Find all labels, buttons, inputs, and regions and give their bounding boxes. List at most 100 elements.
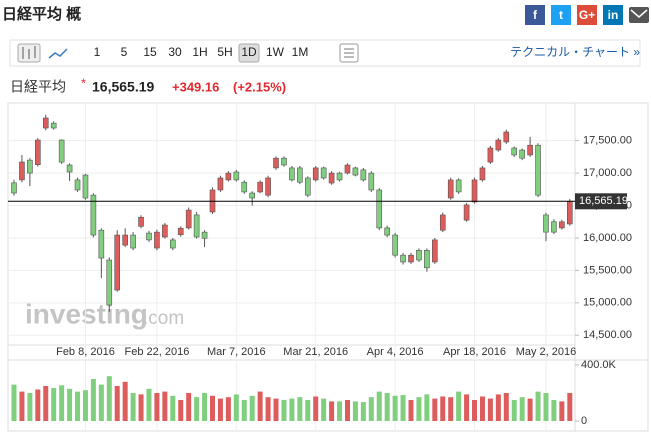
volume-tick-label: 400.0K [581, 359, 617, 371]
volume-bar [114, 386, 120, 421]
candle-body [566, 201, 573, 225]
share-button[interactable] [525, 5, 545, 25]
volume-bar [551, 400, 557, 421]
candle-body [392, 234, 398, 256]
candle-body [368, 172, 375, 191]
candle-body [193, 214, 200, 238]
volume-bar [487, 398, 493, 421]
volume-bar [337, 401, 343, 421]
volume-bar [329, 401, 335, 421]
candle-body [241, 181, 248, 193]
volume-bar [43, 386, 49, 421]
candle-body [122, 234, 128, 246]
technical-chart-link[interactable]: テクニカル・チャート » [510, 45, 640, 59]
interval-button[interactable]: 30 [168, 45, 182, 59]
candle-body [551, 221, 557, 233]
volume-bar [138, 394, 144, 421]
volume-bar [424, 394, 430, 421]
volume-bar [448, 397, 454, 421]
volume-bar [241, 400, 247, 421]
candle-body [11, 182, 17, 194]
interval-button[interactable]: 1 [94, 45, 101, 59]
share-button[interactable] [551, 5, 571, 25]
volume-bar [59, 385, 65, 421]
share-button[interactable] [577, 5, 597, 25]
candle-body [384, 227, 390, 236]
quote-change: +349.16 [172, 79, 219, 94]
candle-body [511, 147, 518, 156]
volume-bar [11, 384, 17, 421]
volume-bar [130, 393, 136, 421]
candle-body [487, 147, 494, 163]
share-icon-text: in [608, 8, 619, 22]
volume-bar [106, 376, 112, 421]
quote-name: 日経平均 [10, 79, 66, 95]
volume-bar [90, 379, 96, 421]
last-price-tag [575, 193, 627, 210]
x-tick-label: Mar 21, 2016 [283, 346, 348, 358]
volume-bar [210, 395, 215, 421]
candle-body [360, 169, 367, 181]
volume-bar [154, 393, 160, 421]
volume-bar [98, 384, 104, 421]
volume-bar [527, 398, 533, 421]
volume-bar [408, 400, 414, 421]
y-tick-label: 15,000.00 [583, 297, 632, 309]
candle-body [170, 239, 176, 249]
candle-body [336, 172, 343, 181]
candle-body [527, 144, 533, 156]
interval-button[interactable]: 5 [121, 45, 128, 59]
volume-bar [352, 401, 358, 421]
interval-button[interactable]: 15 [143, 45, 157, 59]
interval-button[interactable]: 1H [192, 45, 207, 59]
volume-bar [249, 395, 255, 421]
volume-bar [202, 393, 208, 421]
watermark: investing [25, 298, 148, 329]
x-tick-label: Apr 18, 2016 [443, 346, 506, 358]
candle-body [90, 194, 97, 236]
volume-bar [194, 397, 200, 421]
x-tick-label: May 2, 2016 [516, 346, 577, 358]
mail-button[interactable] [629, 7, 649, 23]
candle-body [320, 167, 327, 179]
volume-bar [178, 400, 184, 421]
volume-bar [265, 397, 271, 421]
volume-bar [233, 394, 239, 421]
line-chart-button[interactable] [48, 48, 68, 59]
candle-body [106, 259, 113, 306]
volume-bar [543, 393, 549, 421]
volume-bar [495, 394, 501, 421]
interval-button[interactable]: 1D [241, 45, 257, 59]
candle-body [138, 216, 144, 227]
volume-bar [122, 381, 128, 421]
interval-button[interactable]: 1M [292, 45, 309, 59]
candle-icon [22, 46, 36, 59]
candle-body [114, 234, 121, 291]
y-tick-label: 14,500.00 [583, 329, 632, 341]
volume-bar [51, 388, 57, 421]
volume-bar [384, 393, 390, 421]
volume-bar [503, 393, 509, 421]
share-button[interactable] [603, 5, 623, 25]
candle-body [233, 171, 240, 181]
candle-body [273, 157, 279, 169]
volume-bar [472, 400, 478, 421]
candle-body [519, 149, 525, 159]
chart-frame [7, 102, 649, 432]
volume-bar [289, 398, 295, 421]
volume-bar [19, 391, 25, 421]
candle-body [58, 139, 65, 163]
quote-price: 16,565.19 [92, 79, 154, 95]
candle-body [304, 177, 311, 196]
interval-button[interactable]: 5H [217, 45, 232, 59]
volume-bar [479, 396, 485, 421]
x-tick-label: Apr 4, 2016 [367, 346, 424, 358]
candle-body [503, 131, 510, 143]
volume-bar [146, 388, 152, 421]
candle-body [312, 167, 319, 181]
share-icon-text: G+ [579, 8, 595, 22]
quote-marker: * [81, 75, 86, 90]
volume-bar [35, 389, 41, 421]
volume-bar [392, 395, 398, 421]
interval-button[interactable]: 1W [266, 45, 285, 59]
